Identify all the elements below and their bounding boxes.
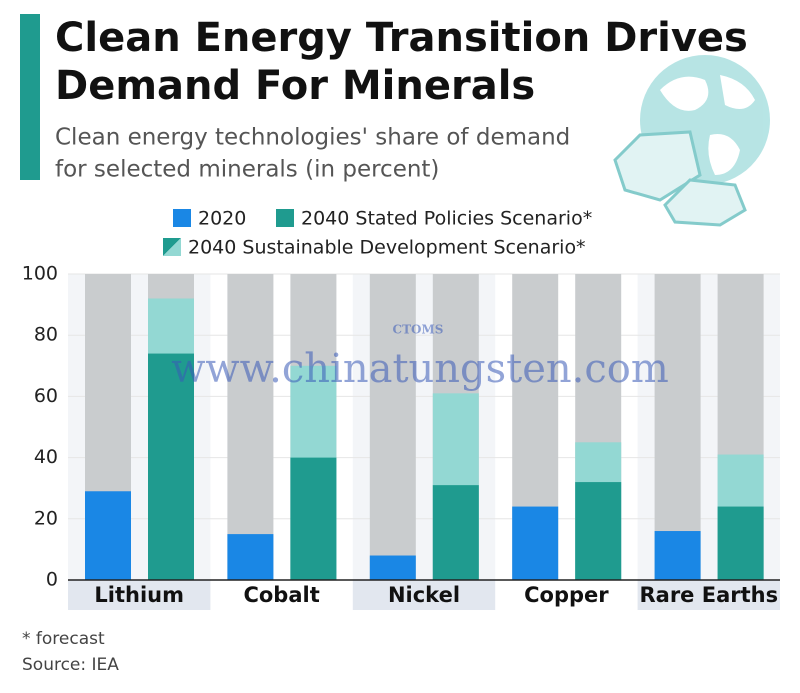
legend-swatch: [173, 209, 191, 227]
bar: [227, 534, 274, 580]
label-shade: [68, 580, 211, 610]
title-accent: [20, 14, 40, 180]
legend-label: 2040 Sustainable Development Scenario*: [188, 237, 586, 259]
label-shade: [637, 580, 780, 610]
x-tick-label: Rare Earths: [639, 583, 778, 607]
bar: [575, 482, 622, 580]
bar-background: [654, 274, 701, 580]
legend-label: 2040 Stated Policies Scenario*: [301, 208, 592, 230]
watermark: www.chinatungsten.com: [171, 346, 669, 392]
x-tick-label: Cobalt: [243, 583, 319, 607]
bar: [369, 555, 416, 580]
legend-swatch: [163, 238, 181, 256]
y-tick-label: 20: [34, 507, 58, 529]
x-tick-label: Lithium: [94, 583, 184, 607]
bar: [654, 531, 701, 580]
source: Source: IEA: [22, 655, 119, 675]
y-tick-label: 0: [46, 569, 58, 591]
x-tick-label: Nickel: [388, 583, 460, 607]
y-tick-label: 60: [34, 385, 58, 407]
bar: [432, 485, 479, 580]
bar: [717, 506, 764, 580]
bar: [290, 457, 337, 580]
bar: [85, 491, 131, 580]
label-shade: [352, 580, 496, 610]
footnote: * forecast: [22, 629, 105, 649]
y-tick-label: 80: [34, 324, 58, 346]
y-tick-label: 40: [34, 446, 58, 468]
legend-label: 2020: [198, 208, 246, 230]
x-tick-label: Copper: [524, 583, 609, 607]
chart-title: Clean Energy Transition Drives: [55, 15, 748, 61]
chart-title: Demand For Minerals: [55, 63, 535, 109]
watermark: CTOMS: [393, 323, 444, 337]
bar: [512, 506, 559, 580]
globe-icon: [613, 55, 770, 227]
chart-subtitle: Clean energy technologies' share of dema…: [55, 125, 570, 151]
chart-subtitle: for selected minerals (in percent): [55, 157, 439, 183]
bar-background: [227, 274, 274, 580]
legend-swatch: [276, 209, 294, 227]
y-tick-label: 100: [22, 263, 58, 285]
bar: [148, 353, 194, 580]
bar-background: [369, 274, 416, 580]
